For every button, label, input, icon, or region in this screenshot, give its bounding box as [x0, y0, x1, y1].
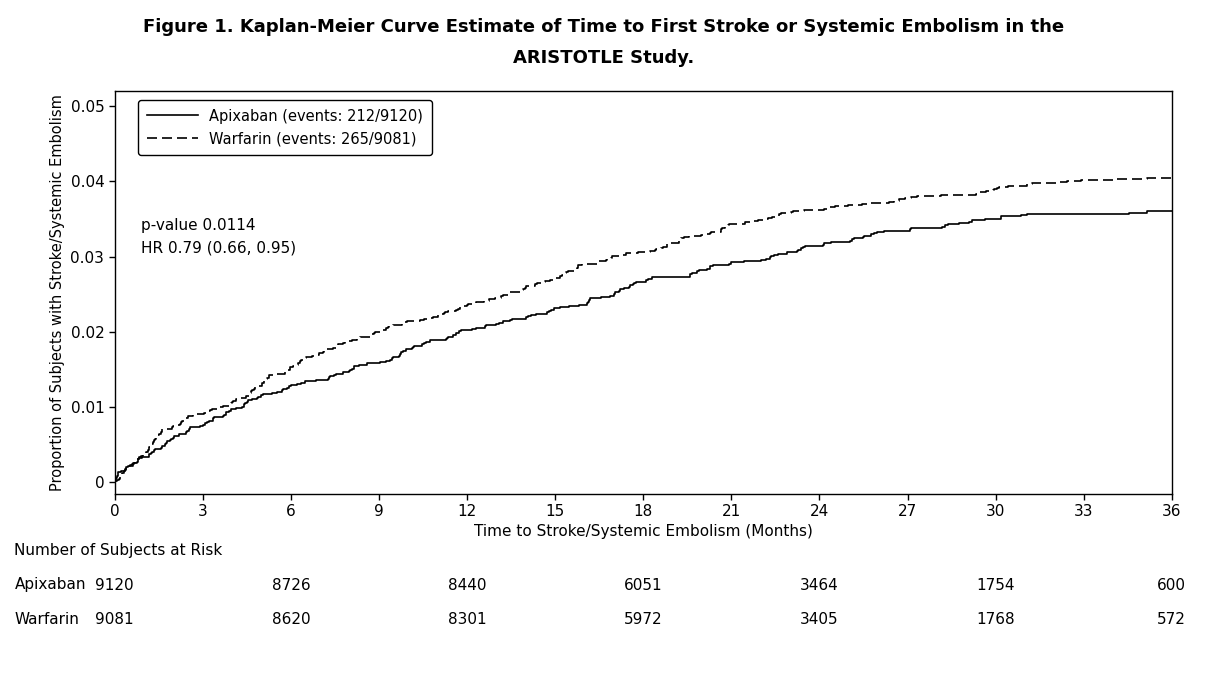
Text: 9120: 9120	[95, 578, 134, 592]
Apixaban (events: 212/9120): (7.79, 0.0144): 212/9120): (7.79, 0.0144)	[336, 370, 350, 378]
X-axis label: Time to Stroke/Systemic Embolism (Months): Time to Stroke/Systemic Embolism (Months…	[474, 524, 813, 540]
Warfarin (events: 265/9081): (0.186, 0.000764): 265/9081): (0.186, 0.000764)	[114, 473, 128, 481]
Apixaban (events: 212/9120): (25.1, 0.0323): 212/9120): (25.1, 0.0323)	[844, 235, 859, 244]
Text: 3405: 3405	[800, 612, 838, 627]
Warfarin (events: 265/9081): (28.2, 0.0382): 265/9081): (28.2, 0.0382)	[934, 190, 948, 199]
Text: 8726: 8726	[272, 578, 310, 592]
Line: Apixaban (events: 212/9120): Apixaban (events: 212/9120)	[115, 211, 1172, 482]
Text: p-value 0.0114: p-value 0.0114	[141, 218, 256, 233]
Warfarin (events: 265/9081): (1.96, 0.00734): 265/9081): (1.96, 0.00734)	[165, 423, 180, 431]
Text: 9081: 9081	[95, 612, 134, 627]
Text: Warfarin: Warfarin	[14, 612, 80, 627]
Legend: Apixaban (events: 212/9120), Warfarin (events: 265/9081): Apixaban (events: 212/9120), Warfarin (e…	[138, 100, 432, 155]
Warfarin (events: 265/9081): (14.6, 0.0264): 265/9081): (14.6, 0.0264)	[536, 279, 551, 288]
Text: Number of Subjects at Risk: Number of Subjects at Risk	[14, 542, 222, 557]
Text: 3464: 3464	[800, 578, 838, 592]
Text: 6051: 6051	[625, 578, 662, 592]
Warfarin (events: 265/9081): (6.43, 0.0164): 265/9081): (6.43, 0.0164)	[296, 355, 310, 363]
Warfarin (events: 265/9081): (0, 0): 265/9081): (0, 0)	[108, 478, 122, 486]
Apixaban (events: 212/9120): (8.15, 0.0153): 212/9120): (8.15, 0.0153)	[347, 363, 361, 372]
Text: 8301: 8301	[448, 612, 487, 627]
Warfarin (events: 265/9081): (35.1, 0.0405): 265/9081): (35.1, 0.0405)	[1139, 174, 1154, 182]
Line: Warfarin (events: 265/9081): Warfarin (events: 265/9081)	[115, 178, 1172, 482]
Text: 600: 600	[1157, 578, 1186, 592]
Apixaban (events: 212/9120): (24.4, 0.0318): 212/9120): (24.4, 0.0318)	[824, 239, 838, 248]
Text: ARISTOTLE Study.: ARISTOTLE Study.	[513, 49, 695, 67]
Y-axis label: Proportion of Subjects with Stroke/Systemic Embolism: Proportion of Subjects with Stroke/Syste…	[50, 94, 65, 491]
Apixaban (events: 212/9120): (0.924, 0.0034): 212/9120): (0.924, 0.0034)	[134, 452, 149, 461]
Text: 1768: 1768	[976, 612, 1015, 627]
Text: Figure 1. Kaplan-Meier Curve Estimate of Time to First Stroke or Systemic Emboli: Figure 1. Kaplan-Meier Curve Estimate of…	[144, 18, 1064, 36]
Text: Apixaban: Apixaban	[14, 578, 86, 592]
Text: 8440: 8440	[448, 578, 487, 592]
Warfarin (events: 265/9081): (36, 0.0405): 265/9081): (36, 0.0405)	[1165, 174, 1179, 182]
Text: 8620: 8620	[272, 612, 310, 627]
Text: 1754: 1754	[976, 578, 1015, 592]
Text: 5972: 5972	[625, 612, 662, 627]
Text: 572: 572	[1157, 612, 1186, 627]
Apixaban (events: 212/9120): (0, 0): 212/9120): (0, 0)	[108, 478, 122, 486]
Apixaban (events: 212/9120): (2.51, 0.00713): 212/9120): (2.51, 0.00713)	[181, 424, 196, 433]
Apixaban (events: 212/9120): (36, 0.036): 212/9120): (36, 0.036)	[1165, 207, 1179, 216]
Text: HR 0.79 (0.66, 0.95): HR 0.79 (0.66, 0.95)	[141, 241, 296, 256]
Apixaban (events: 212/9120): (35.2, 0.036): 212/9120): (35.2, 0.036)	[1140, 207, 1155, 216]
Warfarin (events: 265/9081): (4.57, 0.0115): 265/9081): (4.57, 0.0115)	[242, 392, 256, 400]
